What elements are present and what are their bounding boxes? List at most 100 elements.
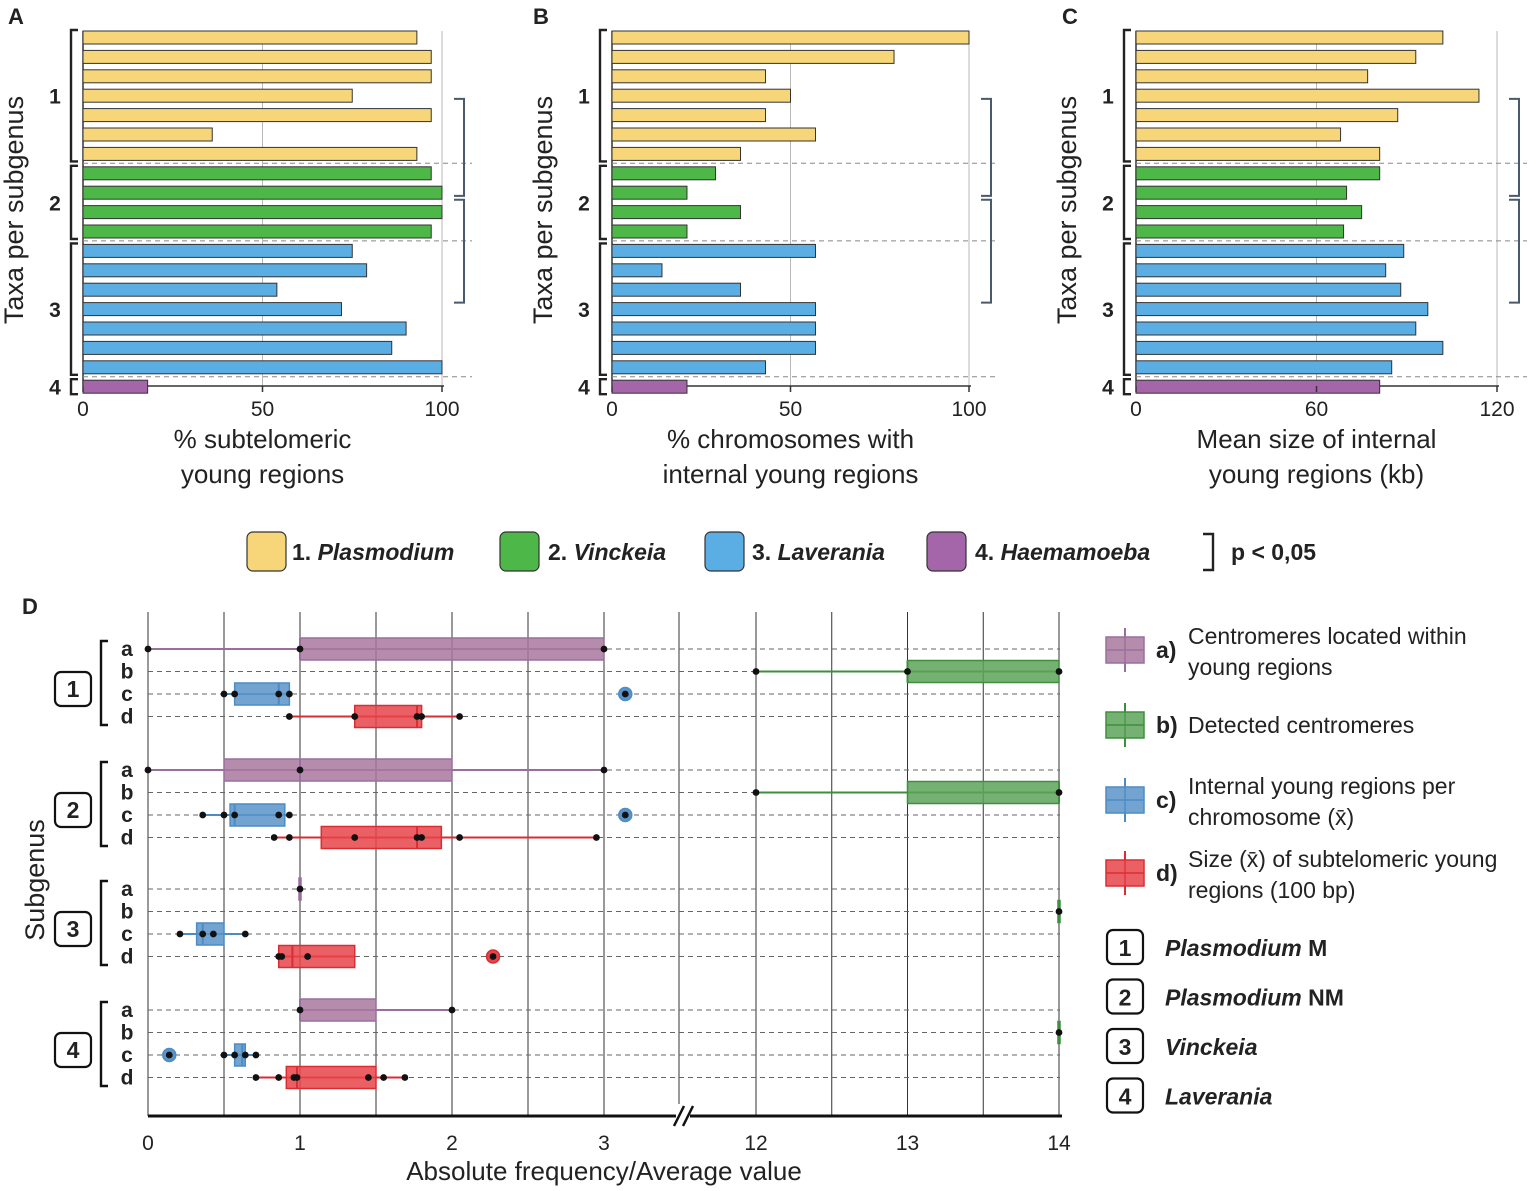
group-bracket: [1122, 378, 1131, 396]
legend-label-vinckeia: 2. Vinckeia: [548, 539, 666, 565]
bar-2: [611, 224, 688, 239]
data-point: [1055, 908, 1063, 915]
bar-4: [1135, 379, 1381, 394]
row-label-a: a: [121, 878, 133, 901]
data-point: [199, 930, 207, 938]
x-tick-label: 2: [446, 1132, 458, 1155]
legend-desc-a: young regions: [1188, 654, 1333, 680]
axis-break-mark: [672, 1105, 686, 1127]
data-point: [904, 668, 911, 675]
bar-1: [1135, 108, 1399, 123]
legend-subgenus-name-3: Vinckeia: [1165, 1034, 1258, 1060]
row-label-c: c: [121, 804, 133, 827]
group-label-3: 3: [1102, 299, 1114, 322]
data-point: [752, 668, 760, 675]
data-point: [621, 811, 629, 819]
data-point: [296, 1006, 304, 1014]
bar-4: [82, 379, 149, 394]
x-tick-label: 13: [896, 1132, 919, 1155]
x-axis-label: young regions (kb): [1209, 459, 1424, 489]
group-bracket: [69, 28, 78, 163]
bar-1: [82, 30, 418, 45]
subgenus-box-2: [53, 791, 93, 829]
legend-subgenus-name-2: Plasmodium NM: [1165, 985, 1344, 1011]
data-point: [593, 834, 600, 841]
legend-subgenus-num-3: 3: [1119, 1034, 1132, 1060]
y-axis-label: Taxa per subgenus: [528, 96, 558, 324]
axis-break-mark: [681, 1105, 695, 1127]
data-point: [275, 1074, 283, 1081]
x-tick-label: 60: [1305, 398, 1328, 421]
panel-b: B 1 2 3 40 50 100 % chromosomes with internal yo…: [528, 4, 999, 489]
data-point: [220, 690, 228, 698]
legend-desc-d: regions (100 bp): [1188, 877, 1356, 903]
data-point: [176, 930, 184, 938]
data-point: [231, 1051, 239, 1059]
data-point: [1055, 789, 1063, 796]
bar-1: [611, 108, 767, 123]
data-point: [351, 834, 359, 841]
bar-3: [1135, 263, 1387, 278]
subgenus-bracket: [99, 639, 108, 727]
data-point: [1055, 1029, 1063, 1036]
data-point: [285, 811, 293, 819]
x-axis-label: Absolute frequency/Average value: [406, 1156, 802, 1186]
legend-label-laverania: 3. Laverania: [752, 539, 885, 565]
group-label-1: 1: [578, 86, 590, 109]
bar-2: [82, 185, 443, 200]
row-label-a: a: [121, 638, 133, 661]
bar-3: [82, 340, 393, 355]
box-a: [299, 637, 605, 661]
data-point: [296, 766, 304, 774]
data-point: [252, 1051, 260, 1059]
bar-4: [611, 379, 688, 394]
data-point: [293, 1074, 301, 1081]
bar-2: [611, 185, 688, 200]
bar-1: [611, 30, 970, 45]
x-axis-label: internal young regions: [663, 459, 919, 489]
top-legend: 1. Plasmodium 2. Vinckeia 3. Laverania 4. H…: [246, 531, 1316, 572]
x-tick-label: 100: [424, 398, 459, 421]
legend-subgenus-box-2: [1105, 978, 1145, 1015]
data-point: [600, 645, 608, 653]
bar-2: [611, 205, 742, 220]
row-label-b: b: [121, 901, 134, 924]
data-point: [278, 953, 286, 960]
data-point: [144, 766, 152, 774]
significance-bracket: [1509, 97, 1520, 197]
legend-subgenus-num-2: 2: [1119, 985, 1132, 1011]
legend-letter-a: a): [1156, 637, 1176, 663]
legend-subgenus-num-1: 1: [1119, 935, 1132, 961]
data-point: [220, 1051, 228, 1059]
row-label-d: d: [121, 706, 134, 729]
legend-subgenus-name-4: Laverania: [1165, 1084, 1273, 1110]
box-a: [223, 758, 453, 782]
legend-swatch-vinckeia: [499, 531, 540, 572]
subgenus-number-2: 2: [67, 797, 80, 823]
data-point: [752, 789, 760, 796]
bar-3: [82, 282, 278, 297]
bar-1: [611, 146, 742, 161]
data-point: [448, 1006, 456, 1014]
x-axis-label: % chromosomes with: [667, 424, 914, 454]
data-point: [199, 811, 207, 819]
bar-1: [611, 88, 791, 103]
bar-3: [611, 243, 816, 258]
bar-1: [611, 127, 816, 142]
bar-1: [1135, 49, 1417, 64]
box-d: [320, 825, 443, 850]
data-point: [401, 1074, 409, 1081]
y-axis-label: Taxa per subgenus: [1052, 96, 1082, 324]
legend-label-plasmodium: 1. Plasmodium: [292, 539, 454, 565]
bar-3: [82, 243, 353, 258]
data-point: [1055, 668, 1063, 675]
data-point: [252, 1074, 260, 1081]
bar-3: [1135, 321, 1417, 336]
significance-bracket: [981, 97, 992, 197]
x-tick-label: 0: [1130, 398, 1142, 421]
legend-letter-c: c): [1156, 787, 1176, 813]
subgenus-number-4: 4: [67, 1037, 80, 1063]
bar-3: [82, 263, 368, 278]
x-axis-label: Mean size of internal: [1197, 424, 1437, 454]
